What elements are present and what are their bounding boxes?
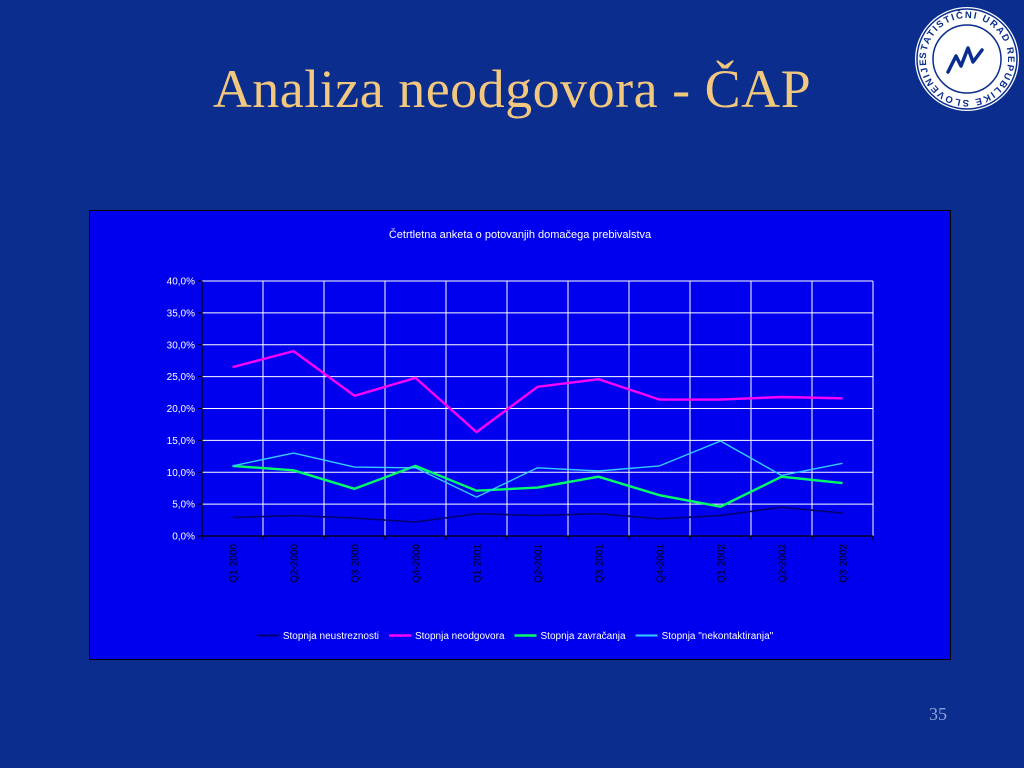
axes: 0,0% 5,0% 10,0% 15,0% 20,0% 25,0% 30,0% 35,0% 40…: [167, 277, 874, 583]
x-tick-label: Q4-2000: [412, 544, 423, 583]
legend-label: Stopnja neustreznosti: [283, 631, 379, 642]
slide-title: Analiza neodgovora - ČAP: [212, 59, 812, 119]
y-tick-label: 0,0%: [172, 532, 195, 543]
x-tick-label: Q3-2001: [595, 544, 606, 583]
x-tick-label: Q1-2001: [473, 544, 484, 583]
series-lines: [232, 349, 843, 523]
y-tick-label: 5,0%: [172, 500, 195, 511]
series-line: [232, 440, 843, 498]
legend-label: Stopnja neodgovora: [415, 631, 505, 642]
line-chart: Četrtletna anketa o potovanjih domačega …: [167, 228, 874, 642]
series-line: [232, 506, 843, 523]
series-line: [232, 464, 843, 508]
legend: Stopnja neustreznosti Stopnja neodgovora S…: [256, 631, 774, 642]
y-tick-label: 25,0%: [167, 372, 195, 383]
x-tick-label: Q3-2000: [351, 544, 362, 583]
y-tick-label: 10,0%: [167, 468, 195, 479]
statistical-office-logo: STATISTIČNI URAD REPUBLIKE SLOVENIJE: [915, 7, 1019, 111]
logo-signal-icon: [946, 46, 984, 74]
chart-title: Četrtletna anketa o potovanjih domačega …: [389, 228, 652, 241]
legend-label: Stopnja zavračanja: [541, 631, 626, 642]
y-tick-label: 40,0%: [167, 277, 195, 288]
x-tick-label: Q3-2002: [839, 544, 850, 583]
x-tick-label: Q1-2002: [717, 544, 728, 583]
series-line: [232, 349, 843, 434]
legend-label: Stopnja "nekontaktiranja": [662, 631, 774, 642]
page-number: 35: [929, 704, 947, 724]
x-tick-label: Q2-2002: [778, 544, 789, 583]
y-tick-label: 15,0%: [167, 436, 195, 447]
grid: [201, 280, 874, 537]
x-tick-label: Q2-2001: [534, 544, 545, 583]
y-tick-label: 35,0%: [167, 308, 195, 319]
chart-container: Četrtletna anketa o potovanjih domačega …: [89, 210, 951, 660]
x-tick-label: Q4-2001: [656, 544, 667, 583]
x-tick-label: Q2-2000: [290, 544, 301, 583]
x-tick-label: Q1-2000: [229, 544, 240, 583]
y-tick-label: 20,0%: [167, 404, 195, 415]
y-tick-label: 30,0%: [167, 340, 195, 351]
